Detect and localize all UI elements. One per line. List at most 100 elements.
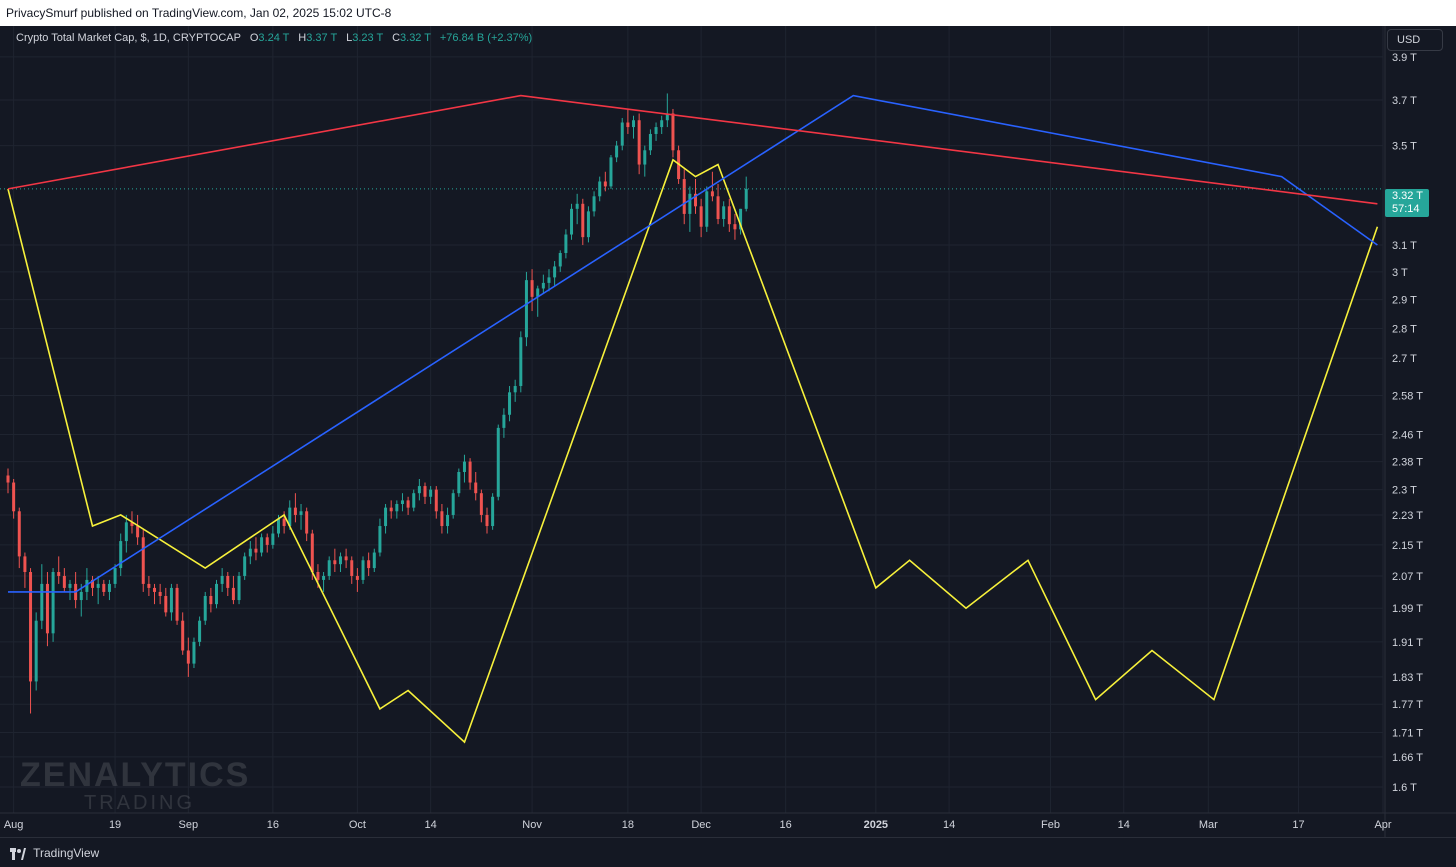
candle-body — [665, 113, 669, 121]
footer-bar: TradingView — [0, 837, 1456, 867]
candle-body — [367, 560, 371, 569]
candle — [338, 552, 342, 573]
candle-body — [322, 575, 326, 580]
candle — [660, 115, 664, 134]
candle — [147, 575, 151, 596]
candle-body — [570, 208, 574, 235]
candle-body — [564, 234, 568, 254]
close-label: C — [392, 32, 401, 44]
watermark-line2: TRADING — [84, 792, 195, 814]
candle — [6, 468, 10, 494]
price-tick-label: 1.83 T — [1392, 672, 1423, 684]
candle-body — [299, 511, 303, 515]
symbol-title: Crypto Total Market Cap, $, 1D, CRYPTOCA… — [16, 32, 241, 44]
time-tick-label: Aug — [4, 819, 24, 831]
candle — [248, 541, 252, 565]
candle — [45, 572, 49, 647]
high-value: 3.37 T — [306, 32, 338, 44]
price-tick-label: 1.71 T — [1392, 728, 1423, 740]
candle — [739, 208, 743, 235]
candle-body — [654, 127, 658, 134]
candle-body — [733, 224, 737, 230]
candle-body — [688, 193, 692, 214]
candle-body — [643, 150, 647, 165]
candle-body — [547, 277, 551, 283]
close-value: 3.32 T — [400, 32, 431, 44]
price-tick-label: 1.91 T — [1392, 637, 1423, 649]
candle — [389, 500, 393, 519]
time-tick-label: Dec — [691, 819, 711, 831]
candle-body — [429, 489, 433, 497]
candle-body — [660, 120, 664, 128]
price-axis[interactable]: 3.9 T 3.7 T 3.5 T 3.1 T 3 T 2.9 T 2.8 T 2.7 T 2.… — [1392, 52, 1423, 794]
blue-trend-line — [8, 94, 1378, 593]
time-tick-label: Apr — [1374, 819, 1391, 831]
watermark-logo: ZENALYTICS TRADING — [20, 758, 250, 814]
candle — [716, 183, 720, 225]
candle-body — [575, 203, 579, 209]
price-tick-label: 1.77 T — [1392, 699, 1423, 711]
price-tick-label: 1.99 T — [1392, 603, 1423, 615]
candle — [17, 507, 21, 569]
candle — [260, 533, 264, 557]
candle-body — [474, 482, 478, 494]
candle — [181, 612, 185, 655]
candle-body — [530, 280, 534, 297]
candle — [474, 471, 478, 501]
drawing-overlays[interactable] — [7, 94, 1379, 744]
candlestick-chart[interactable]: 3.9 T 3.7 T 3.5 T 3.1 T 3 T 2.9 T 2.8 T 2.7 T 2.… — [0, 26, 1456, 837]
candle — [124, 514, 128, 553]
candle — [91, 575, 95, 596]
time-tick-label: Feb — [1041, 819, 1060, 831]
candle — [733, 213, 737, 240]
candle-body — [79, 591, 83, 601]
candle — [462, 454, 466, 483]
candle — [51, 568, 55, 642]
currency-button[interactable]: USD — [1387, 29, 1443, 51]
candle — [502, 408, 506, 438]
watermark-line1: ZENALYTICS — [20, 756, 251, 794]
chart-panel[interactable]: 3.9 T 3.7 T 3.5 T 3.1 T 3 T 2.9 T 2.8 T 2.7 T 2.… — [0, 26, 1456, 837]
candle — [654, 122, 658, 141]
candle — [327, 556, 331, 580]
candle — [581, 198, 585, 246]
published-header: PrivacySmurf published on TradingView.co… — [0, 0, 1456, 26]
candle-body — [609, 157, 613, 187]
candle — [451, 489, 455, 519]
candle-body — [130, 522, 134, 527]
footer-brand: TradingView — [33, 846, 100, 860]
candle-body — [637, 120, 641, 165]
candle — [113, 564, 117, 588]
candle-body — [479, 493, 483, 515]
candle-body — [282, 518, 286, 527]
time-tick-label: 16 — [780, 819, 792, 831]
candle-body — [496, 427, 500, 497]
symbol-legend: Crypto Total Market Cap, $, 1D, CRYPTOCA… — [16, 32, 532, 44]
candle-body — [457, 471, 461, 494]
candle-body — [485, 514, 489, 527]
candle-body — [6, 475, 10, 483]
candle — [237, 572, 241, 605]
price-tick-label: 1.6 T — [1392, 782, 1417, 794]
price-tick-label: 2.3 T — [1392, 485, 1417, 497]
candle — [203, 591, 207, 625]
candle — [440, 503, 444, 534]
time-tick-label: 2025 — [864, 819, 888, 831]
candle-body — [181, 620, 185, 651]
candle-body — [119, 541, 123, 569]
open-label: O — [249, 32, 259, 44]
candle-body — [710, 191, 714, 197]
candle-body — [603, 181, 607, 187]
price-tick-label: 2.7 T — [1392, 353, 1417, 365]
candle-body — [699, 206, 703, 227]
candle-body — [215, 583, 219, 605]
tradingview-logo-icon — [10, 847, 26, 860]
candle — [322, 572, 326, 592]
time-axis[interactable]: Aug 19 Sep 16 Oct 14 Nov 18 Dec 16 2025 14 Feb 14 Mar 1… — [4, 819, 1392, 831]
candle-body — [462, 461, 466, 472]
candle-body — [400, 500, 404, 504]
candle — [68, 579, 72, 601]
candle-body — [558, 253, 562, 267]
candle-body — [508, 392, 512, 415]
candle — [333, 548, 337, 573]
